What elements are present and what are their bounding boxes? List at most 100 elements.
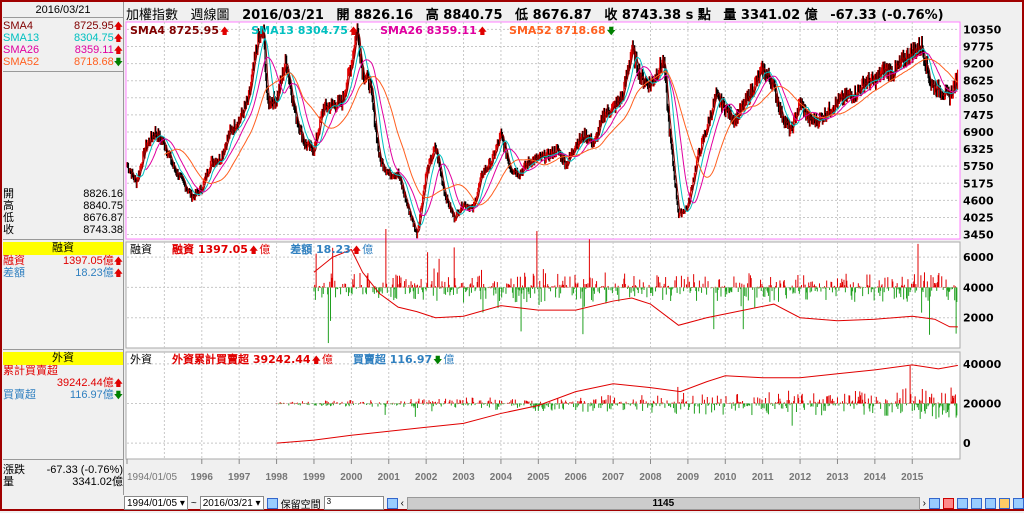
- scrollbar[interactable]: 1145: [406, 496, 920, 510]
- header-close: 收 8743.38 s 點: [604, 8, 711, 23]
- header-high: 高 8840.75: [425, 8, 503, 23]
- value-row: SMA52 8718.68🡇: [3, 56, 123, 68]
- row-label: SMA26: [3, 44, 40, 56]
- legend-text: 外資: [130, 353, 152, 366]
- start-date-select[interactable]: 1994/01/05 ▾: [124, 496, 188, 510]
- legend-text: SMA52 8718.68: [509, 24, 606, 37]
- arrow-up-icon: 🡅: [312, 355, 321, 366]
- header-change: -67.33 (-0.76%): [830, 8, 944, 23]
- arrow-up-icon: 🡅: [220, 26, 229, 37]
- zoom-out-icon[interactable]: [971, 497, 982, 509]
- scroll-left-button[interactable]: ‹: [400, 497, 404, 509]
- row-value: 116.97億: [69, 389, 114, 401]
- row-label: 買賣超: [3, 389, 36, 401]
- tilde: ~: [190, 497, 197, 509]
- arrow-up-icon: 🡅: [349, 26, 358, 37]
- value-row: 低 8676.87: [3, 212, 123, 224]
- row-label: 低: [3, 212, 14, 224]
- row-label: 開: [3, 188, 14, 200]
- margin-balance-line: [313, 248, 958, 328]
- x-tick-label: 2014: [864, 472, 887, 483]
- x-tick-label: 2002: [415, 472, 438, 483]
- y-tick-label: 5175: [963, 177, 994, 190]
- arrow-down-icon: 🡇: [113, 390, 123, 400]
- row-value: 8725.95: [73, 20, 114, 32]
- y-tick-label: 20000: [963, 398, 1002, 411]
- undo-icon[interactable]: [985, 497, 996, 509]
- x-tick-label: 2009: [677, 472, 700, 483]
- legend-text: 億: [322, 353, 333, 366]
- margin-title: 融資: [3, 242, 123, 255]
- legend-text: 差額 18.23: [290, 242, 351, 256]
- header-low: 低 8676.87: [515, 8, 592, 23]
- reserve-label: 保留空間: [280, 499, 321, 511]
- foreign-values: 外資 累計買賣超 39242.44億🡅 買賣超 116.97億🡇: [3, 352, 123, 460]
- panel-1: [125, 241, 961, 349]
- header-open: 開 8826.16: [336, 8, 414, 23]
- value-row: 買賣超 116.97億🡇: [3, 389, 123, 401]
- row-value: 8826.16: [83, 188, 123, 200]
- value-row: 差額 18.23億🡅: [3, 267, 123, 279]
- row-label: SMA52: [3, 56, 40, 68]
- change-volume: 漲跌 -67.33 (-0.76%) 量 3341.02億: [3, 464, 123, 488]
- value-row: 累計買賣超 39242.44億🡅: [3, 365, 123, 389]
- value-row: 高 8840.75: [3, 200, 123, 212]
- indicator-icon[interactable]: [999, 497, 1010, 509]
- arrow-up-icon: 🡅: [113, 21, 123, 31]
- y-tick-label: 4000: [963, 281, 994, 294]
- arrow-up-icon: 🡅: [113, 45, 123, 55]
- x-tick-label: 2008: [639, 472, 662, 483]
- panel-0: [125, 21, 961, 240]
- y-tick-label: 10350: [963, 23, 1002, 36]
- zoom-in-icon[interactable]: [957, 497, 968, 509]
- arrow-up-icon: 🡅: [113, 378, 123, 388]
- legend-text: 億: [362, 243, 373, 256]
- legend-text: 買賣超 116.97: [353, 352, 432, 366]
- y-tick-label: 3450: [963, 229, 994, 242]
- arrow-down-icon: 🡇: [433, 356, 442, 366]
- value-row: 收 8743.38: [3, 224, 123, 236]
- row-value: 8743.38: [83, 224, 123, 236]
- x-tick-label: 2012: [789, 472, 812, 483]
- sma-line-13: [135, 37, 958, 227]
- clock-icon[interactable]: [943, 497, 954, 509]
- arrow-up-icon: 🡅: [249, 245, 258, 256]
- end-date-select[interactable]: 2016/03/21 ▾: [199, 496, 264, 510]
- row-value: 1397.05億: [62, 255, 114, 267]
- scroll-right-button[interactable]: ›: [922, 497, 926, 509]
- x-tick-label: 2004: [490, 472, 513, 483]
- y-tick-label: 9200: [963, 58, 994, 71]
- legend-text: SMA26 8359.11: [380, 24, 477, 37]
- row-value: 8676.87: [83, 212, 123, 224]
- x-tick-label: 2007: [602, 472, 625, 483]
- x-tick-label: 2013: [826, 472, 849, 483]
- x-tick-label: 2000: [340, 472, 363, 483]
- value-row: SMA4 8725.95🡅: [3, 20, 123, 32]
- legend-text: 融資: [130, 243, 152, 256]
- row-label: 差額: [3, 267, 25, 279]
- export-icon[interactable]: [1013, 497, 1024, 509]
- y-tick-label: 2000: [963, 312, 994, 325]
- x-tick-label: 1994/01/05: [127, 472, 177, 483]
- cursor-icon[interactable]: [929, 497, 940, 509]
- settings-icon[interactable]: [386, 497, 398, 509]
- reserve-input[interactable]: 3: [323, 496, 384, 510]
- arrow-up-icon: 🡅: [478, 26, 487, 37]
- value-row: 開 8826.16: [3, 188, 123, 200]
- arrow-up-icon: 🡅: [113, 256, 123, 266]
- x-tick-label: 2010: [714, 472, 737, 483]
- sma-line-4: [129, 30, 958, 233]
- y-tick-label: 5750: [963, 160, 994, 173]
- row-value: 8718.68: [73, 56, 114, 68]
- panel-date: 2016/03/21: [3, 4, 123, 18]
- foreign-cumulative-line: [276, 364, 958, 444]
- legend-text: 融資 1397.05: [172, 242, 248, 256]
- info-panel: 2016/03/21 SMA4 8725.95🡅 SMA13 8304.75🡅 SMA2…: [2, 2, 124, 495]
- y-tick-label: 8050: [963, 92, 994, 105]
- y-tick-label: 4600: [963, 194, 994, 207]
- row-value: 8304.75: [73, 32, 114, 44]
- arrow-down-icon: 🡇: [113, 57, 123, 67]
- reserve-icon[interactable]: [266, 497, 278, 509]
- row-value: 8840.75: [83, 200, 123, 212]
